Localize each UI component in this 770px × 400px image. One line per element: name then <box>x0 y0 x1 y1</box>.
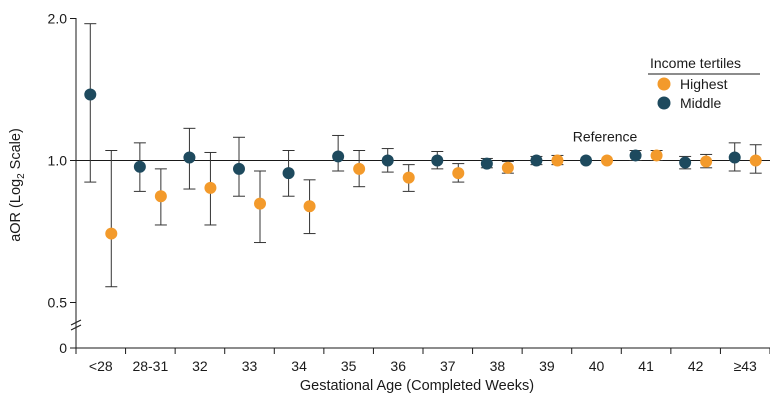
legend-dot-highest <box>657 77 671 91</box>
x-tick-label: 35 <box>341 358 357 374</box>
y-tick-label-zero: 0 <box>59 340 67 356</box>
x-tick-label: 28-31 <box>132 358 168 374</box>
chart-marks <box>84 23 762 288</box>
point-middle <box>530 154 543 167</box>
y-tick-label: 1.0 <box>48 153 68 169</box>
point-middle <box>580 154 592 167</box>
y-axis-title-part-2: Scale) <box>8 128 24 173</box>
x-tick-label: 40 <box>589 358 605 374</box>
point-highest <box>303 200 316 213</box>
point-middle <box>133 160 146 173</box>
point-middle <box>480 157 493 170</box>
x-tick-label: ≥43 <box>734 358 757 374</box>
x-axis-title: Gestational Age (Completed Weeks) <box>300 378 534 394</box>
point-middle <box>183 151 196 164</box>
axis-break-mark <box>70 319 82 326</box>
x-tick-label: 42 <box>688 358 704 374</box>
point-middle <box>84 88 97 101</box>
legend-label-highest: Highest <box>680 76 728 92</box>
point-middle <box>381 154 394 167</box>
point-highest <box>402 171 415 184</box>
point-highest <box>551 154 564 167</box>
legend-label-middle: Middle <box>680 95 721 111</box>
legend: Income tertiles Highest Middle <box>648 55 760 111</box>
point-middle <box>282 167 295 180</box>
reference-line-group: Reference <box>76 129 770 161</box>
point-highest <box>501 161 514 174</box>
x-tick-label: 36 <box>390 358 406 374</box>
x-tick-label: 38 <box>490 358 506 374</box>
point-highest <box>749 154 762 167</box>
reference-label: Reference <box>573 129 638 145</box>
x-tick-label: 33 <box>242 358 258 374</box>
legend-title: Income tertiles <box>650 55 741 71</box>
point-highest <box>154 190 167 203</box>
legend-dot-middle <box>657 96 671 110</box>
y-tick-label: 0.5 <box>48 295 68 311</box>
point-highest <box>700 155 713 168</box>
x-tick-label: 41 <box>638 358 654 374</box>
point-middle <box>629 149 642 162</box>
point-highest <box>601 154 613 167</box>
x-tick-label: 39 <box>539 358 555 374</box>
point-middle <box>728 151 741 164</box>
point-middle <box>679 156 692 169</box>
point-highest <box>452 167 465 180</box>
y-tick-label: 2.0 <box>48 11 68 27</box>
point-middle <box>233 162 245 175</box>
point-middle <box>332 150 345 163</box>
x-tick-label: <28 <box>89 358 113 374</box>
point-highest <box>105 227 118 240</box>
axes: 2.0 1.0 0.5 0 <28 28-31 32 33 34 35 36 37 38 39 40 41 42… <box>48 11 770 374</box>
x-tick-label: 37 <box>440 358 456 374</box>
point-middle <box>431 154 444 167</box>
point-highest <box>353 162 366 175</box>
y-axis-title-subscript: 2 <box>16 173 27 179</box>
y-axis-title: aOR (Log2 Scale) <box>8 128 27 242</box>
x-tick-label: 34 <box>291 358 307 374</box>
point-highest <box>650 149 663 162</box>
point-highest <box>254 197 266 210</box>
x-tick-label: 32 <box>192 358 208 374</box>
point-highest <box>204 181 217 194</box>
y-axis-title-part-1: aOR (Log <box>8 179 24 242</box>
axis-break-mark <box>70 324 82 331</box>
